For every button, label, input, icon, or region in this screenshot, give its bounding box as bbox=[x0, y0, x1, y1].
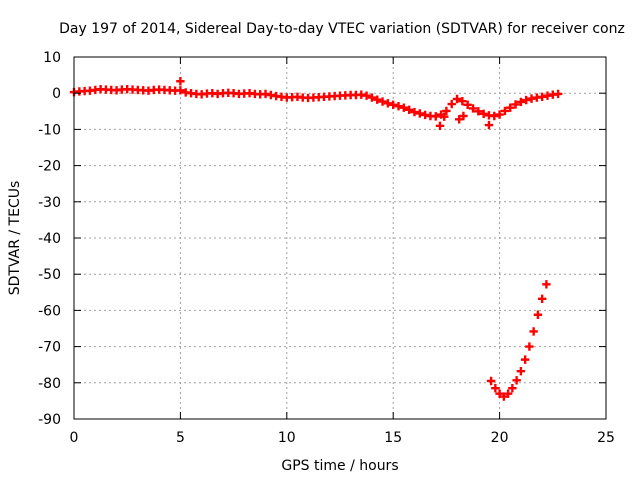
y-tick-label: 0 bbox=[52, 86, 61, 102]
data-point bbox=[399, 103, 409, 112]
data-point bbox=[495, 110, 504, 119]
data-point bbox=[442, 106, 451, 116]
data-point bbox=[410, 107, 419, 117]
data-point bbox=[484, 120, 494, 130]
data-point bbox=[415, 109, 424, 118]
data-point bbox=[440, 112, 449, 121]
data-point bbox=[431, 112, 440, 121]
data-point bbox=[389, 100, 398, 109]
y-tick-label: -60 bbox=[38, 303, 61, 319]
data-point bbox=[490, 111, 499, 121]
y-tick-label: -30 bbox=[38, 195, 61, 211]
data-point bbox=[463, 100, 472, 109]
data-point bbox=[512, 376, 521, 385]
axis-ticks bbox=[73, 56, 607, 420]
y-tick-label: -10 bbox=[38, 122, 61, 138]
data-point bbox=[553, 89, 563, 99]
x-tick-label: 10 bbox=[278, 430, 296, 446]
series-group bbox=[176, 77, 494, 130]
data-point bbox=[468, 104, 478, 113]
y-tick-label: -90 bbox=[38, 412, 61, 428]
data-point bbox=[508, 384, 517, 393]
data-point bbox=[533, 310, 543, 319]
x-tick-label: 20 bbox=[491, 430, 509, 446]
data-point bbox=[516, 97, 526, 107]
data-point bbox=[452, 94, 462, 104]
x-tick-label: 25 bbox=[597, 430, 615, 446]
data-point bbox=[479, 109, 488, 119]
data-point bbox=[176, 77, 185, 86]
y-tick-label: -20 bbox=[38, 159, 61, 175]
data-point bbox=[435, 121, 445, 130]
data-point bbox=[459, 111, 468, 121]
data-point bbox=[520, 355, 530, 364]
data-point bbox=[367, 93, 377, 102]
data-point bbox=[383, 99, 393, 108]
data-point bbox=[499, 392, 509, 401]
data-point bbox=[458, 96, 467, 106]
data-point bbox=[362, 91, 371, 100]
series-group bbox=[69, 85, 563, 121]
data-point bbox=[454, 115, 464, 124]
data-point bbox=[516, 367, 526, 376]
y-tick-label: -40 bbox=[38, 231, 61, 247]
data-point bbox=[474, 107, 483, 116]
y-tick-label: -70 bbox=[38, 340, 61, 356]
data-point bbox=[542, 280, 551, 289]
chart-title: Day 197 of 2014, Sidereal Day-to-day VTE… bbox=[59, 21, 625, 37]
data-point bbox=[537, 294, 547, 304]
x-tick-label: 5 bbox=[176, 430, 185, 446]
data-point bbox=[394, 102, 403, 111]
data-point bbox=[495, 389, 504, 398]
data-point bbox=[378, 97, 387, 106]
data-point bbox=[486, 376, 496, 386]
data-point bbox=[176, 86, 185, 95]
data-point bbox=[506, 103, 515, 112]
data-point bbox=[500, 106, 510, 116]
data-point bbox=[529, 327, 538, 336]
data-point bbox=[491, 384, 500, 393]
x-tick-label: 0 bbox=[70, 430, 79, 446]
data-point bbox=[525, 342, 534, 351]
x-tick-label: 15 bbox=[384, 430, 402, 446]
y-axis-label: SDTVAR / TECUs bbox=[7, 181, 23, 296]
data-point bbox=[404, 105, 414, 115]
data-point bbox=[447, 99, 456, 109]
tick-labels: 0 5 10 15 20 25 10 0 -10 -20 -30 -40 -50 -60 -70 -80 -90 bbox=[38, 50, 615, 446]
y-tick-label: -80 bbox=[38, 376, 61, 392]
data-point bbox=[373, 95, 382, 104]
series-group bbox=[486, 280, 551, 401]
data-point bbox=[522, 95, 531, 105]
x-axis-label: GPS time / hours bbox=[281, 458, 398, 474]
data-points bbox=[69, 77, 563, 401]
data-point bbox=[511, 100, 520, 109]
y-tick-label: 10 bbox=[43, 50, 61, 66]
y-tick-label: -50 bbox=[38, 267, 61, 283]
data-point bbox=[503, 389, 513, 398]
